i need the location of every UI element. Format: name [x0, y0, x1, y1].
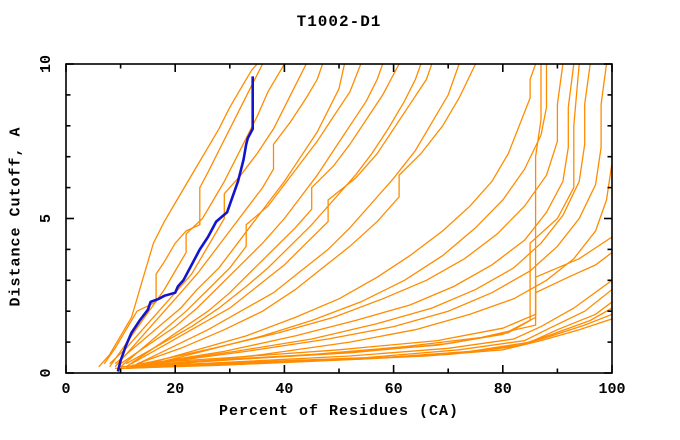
model-curve [147, 64, 591, 365]
model-curve [120, 313, 612, 370]
model-curve [147, 64, 575, 365]
y-tick-label: 5 [38, 214, 55, 223]
model-curve [136, 64, 477, 365]
model-curve [125, 64, 422, 365]
model-curve [125, 64, 400, 368]
model-curve [153, 64, 608, 365]
x-tick-label: 100 [598, 381, 625, 398]
model-curve [131, 279, 612, 368]
model-curve [136, 64, 537, 368]
chart-title: T1002-D1 [296, 13, 382, 31]
model-curve [131, 64, 580, 366]
model-curve [131, 64, 433, 365]
x-axis-label: Percent of Residues (CA) [218, 403, 460, 420]
model-curve [114, 64, 346, 365]
x-tick-label: 80 [494, 381, 512, 398]
model-curve [114, 64, 324, 368]
model-curve [120, 64, 362, 368]
model-curve [142, 64, 548, 368]
curves-group [98, 64, 612, 372]
y-tick-label: 10 [38, 55, 55, 73]
model-curve [136, 64, 542, 365]
model-curve [115, 318, 612, 370]
x-tick-label: 60 [385, 381, 403, 398]
model-curve [109, 64, 285, 368]
model-curve [120, 64, 384, 365]
x-tick-label: 0 [61, 381, 70, 398]
model-curve [109, 64, 307, 365]
model-curve [103, 64, 264, 365]
model-curve [131, 64, 460, 368]
model-curve [142, 64, 564, 365]
highlight-curve [116, 76, 254, 372]
x-tick-label: 20 [166, 381, 184, 398]
y-axis-label: Distance Cutoff, A [7, 126, 25, 307]
model-curve [98, 64, 258, 368]
x-tick-label: 40 [275, 381, 293, 398]
y-tick-label: 0 [38, 368, 55, 377]
